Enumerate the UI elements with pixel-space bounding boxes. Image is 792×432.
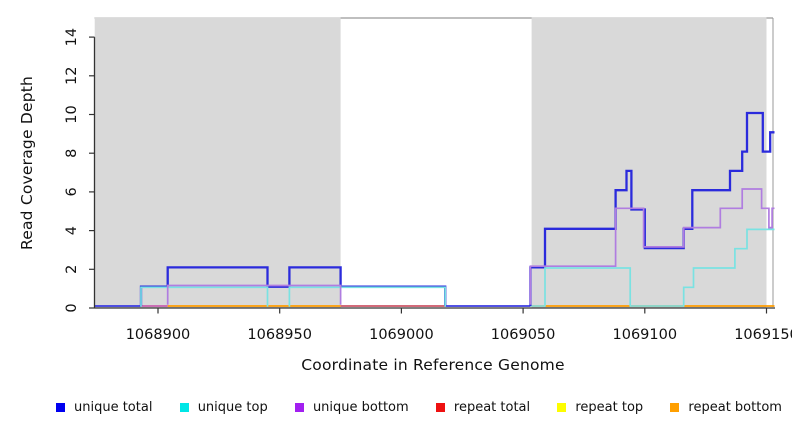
svg-text:0: 0 bbox=[64, 303, 80, 312]
svg-text:8: 8 bbox=[64, 149, 80, 158]
svg-text:1069050: 1069050 bbox=[491, 327, 556, 343]
legend-item-unique-bottom: unique bottom bbox=[294, 400, 409, 415]
unique-top-swatch-icon bbox=[179, 403, 189, 412]
legend-item-repeat-bottom: repeat bottom bbox=[670, 400, 782, 415]
svg-text:2: 2 bbox=[64, 265, 80, 274]
repeat-bottom-swatch-icon bbox=[670, 403, 680, 412]
svg-text:14: 14 bbox=[64, 28, 80, 46]
legend-item-unique-top: unique top bbox=[179, 400, 268, 415]
svg-text:6: 6 bbox=[64, 187, 80, 196]
svg-text:12: 12 bbox=[64, 67, 80, 85]
legend-item-repeat-top: repeat top bbox=[557, 400, 643, 415]
svg-text:1069100: 1069100 bbox=[613, 327, 678, 343]
legend-label: repeat top bbox=[575, 400, 644, 415]
svg-text:1069000: 1069000 bbox=[369, 327, 434, 343]
svg-text:4: 4 bbox=[64, 226, 80, 235]
legend-label: unique top bbox=[197, 400, 268, 415]
unique-bottom-swatch-icon bbox=[294, 403, 304, 412]
legend-item-repeat-total: repeat total bbox=[435, 400, 531, 415]
y-axis-label: Read Coverage Depth bbox=[18, 75, 36, 251]
legend-label: unique bottom bbox=[312, 400, 409, 415]
svg-text:10: 10 bbox=[64, 105, 80, 123]
repeat-total-swatch-icon bbox=[435, 403, 445, 412]
legend: unique total unique top unique bottom re… bbox=[56, 400, 782, 415]
legend-label: unique total bbox=[74, 400, 153, 415]
svg-text:1068900: 1068900 bbox=[126, 327, 191, 343]
legend-label: repeat bottom bbox=[688, 400, 782, 415]
legend-item-unique-total: unique total bbox=[56, 400, 152, 415]
svg-text:1068950: 1068950 bbox=[247, 327, 312, 343]
plot-area: 1068900 1068950 1069000 1069050 1069100 10691… bbox=[64, 17, 792, 343]
x-axis-label: Coordinate in Reference Genome bbox=[301, 356, 565, 374]
repeat-top-swatch-icon bbox=[557, 403, 567, 412]
unique-total-swatch-icon bbox=[56, 403, 65, 412]
legend-label: repeat total bbox=[453, 400, 531, 415]
